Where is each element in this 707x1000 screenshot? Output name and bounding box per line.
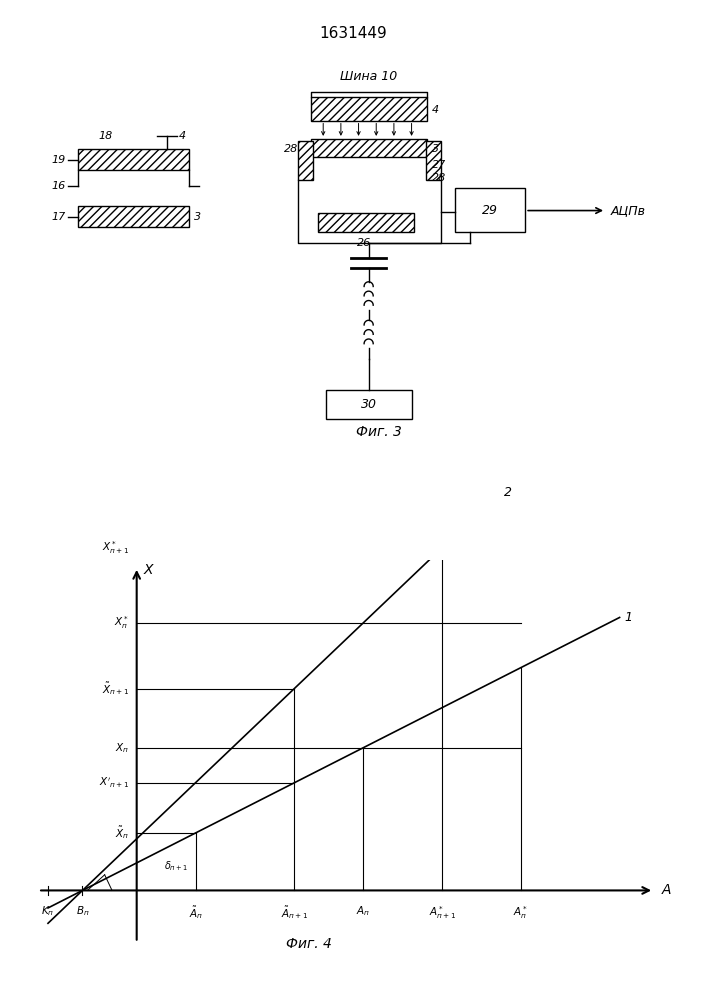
Text: $X^*_{п+1}$: $X^*_{п+1}$ [102,539,129,556]
Text: $\tilde{A}_п$: $\tilde{A}_п$ [189,904,203,921]
Bar [78,149,189,170]
Text: $X_п$: $X_п$ [115,741,129,755]
Text: $B_п$: $B_п$ [76,904,89,918]
Bar [310,139,427,157]
Text: Фиг. 4: Фиг. 4 [286,937,332,951]
Text: 27: 27 [432,160,446,170]
Text: Шина 10: Шина 10 [340,70,397,83]
Text: $\tilde{A}_{п+1}$: $\tilde{A}_{п+1}$ [281,904,308,921]
Bar [310,97,427,121]
Bar [426,141,441,180]
Text: 28: 28 [432,173,446,183]
Text: 4: 4 [432,105,439,115]
Text: 4: 4 [180,131,187,141]
Bar [78,206,189,227]
Text: 26: 26 [356,238,370,248]
Text: АЦПв: АЦПв [611,204,646,217]
Text: 18: 18 [99,131,113,141]
Text: 30: 30 [361,398,377,411]
Text: 3: 3 [432,144,439,154]
Text: 19: 19 [52,155,66,165]
Bar [318,213,414,232]
Text: 29: 29 [482,204,498,217]
Bar [326,390,411,419]
Text: 1: 1 [624,611,633,624]
Text: $A^*_п$: $A^*_п$ [513,904,529,921]
Text: 17: 17 [52,212,66,222]
Text: $\tilde{X}_{п+1}$: $\tilde{X}_{п+1}$ [102,680,129,697]
Text: 1631449: 1631449 [320,26,387,41]
Text: 28: 28 [284,144,298,154]
Text: $A^*_{п+1}$: $A^*_{п+1}$ [428,904,456,921]
Text: Фиг. 3: Фиг. 3 [356,425,402,439]
Text: 16: 16 [52,181,66,191]
Text: $X^*_п$: $X^*_п$ [114,614,129,631]
Text: 3: 3 [194,212,201,222]
Text: X: X [144,563,153,577]
Text: 2: 2 [504,486,512,499]
Text: $X'_{п+1}$: $X'_{п+1}$ [99,776,129,790]
Text: $\tilde{X}_п$: $\tilde{X}_п$ [115,824,129,841]
Text: $\delta_{п+1}$: $\delta_{п+1}$ [164,859,188,873]
Text: A: A [662,883,671,897]
Bar [455,188,525,232]
Bar [298,141,313,180]
Text: $K_п$: $K_п$ [41,904,54,918]
Text: $A_п$: $A_п$ [356,904,370,918]
